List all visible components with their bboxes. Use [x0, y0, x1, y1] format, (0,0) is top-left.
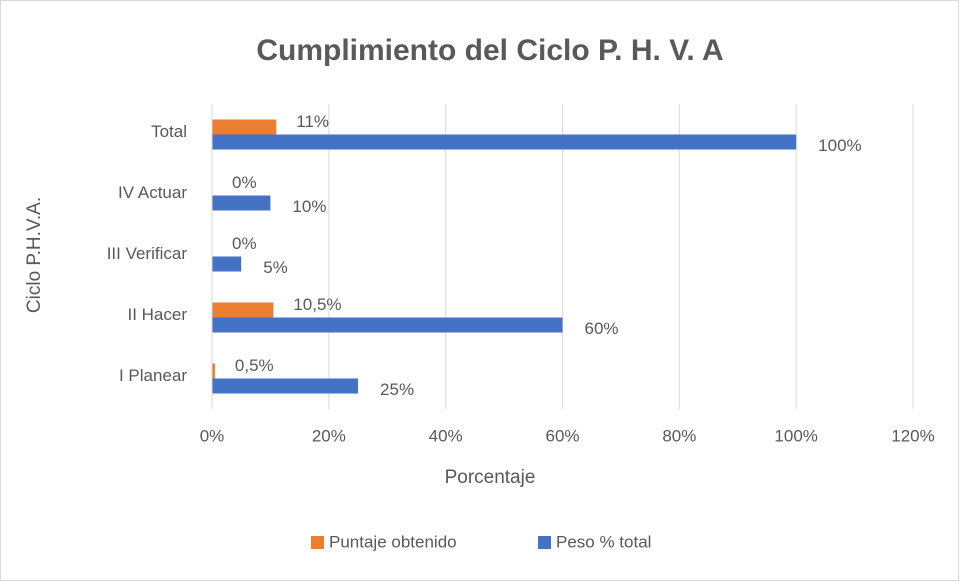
data-label: 25%: [380, 380, 414, 399]
bar: [212, 195, 271, 211]
y-tick-label: I Planear: [119, 366, 187, 385]
x-tick-label: 60%: [545, 426, 579, 445]
bar: [212, 134, 797, 150]
x-tick-label: 120%: [891, 426, 934, 445]
x-axis-title: Porcentaje: [445, 467, 536, 488]
data-label: 10,5%: [293, 295, 341, 314]
data-label: 10%: [292, 197, 326, 216]
y-tick-label: III Verificar: [107, 244, 188, 263]
legend-label: Peso % total: [556, 532, 651, 551]
bar: [212, 256, 242, 272]
data-label: 0%: [232, 173, 257, 192]
x-tick-label: 100%: [774, 426, 817, 445]
y-tick-label: Total: [151, 122, 187, 141]
bar: [212, 119, 277, 135]
x-tick-label: 40%: [429, 426, 463, 445]
data-label: 100%: [818, 136, 861, 155]
x-tick-label: 80%: [662, 426, 696, 445]
bar: [212, 302, 274, 318]
x-tick-label: 0%: [200, 426, 225, 445]
legend-swatch: [311, 536, 324, 549]
chart-title: Cumplimiento del Ciclo P. H. V. A: [256, 34, 723, 67]
bar: [212, 363, 215, 379]
y-tick-label: II Hacer: [127, 305, 187, 324]
legend-label: Puntaje obtenido: [329, 532, 457, 551]
data-label: 5%: [263, 258, 288, 277]
data-label: 0%: [232, 234, 257, 253]
legend-swatch: [538, 536, 551, 549]
bar: [212, 378, 359, 394]
y-axis-title: Ciclo P.H.V.A.: [24, 197, 45, 313]
data-label: 11%: [296, 112, 329, 131]
y-tick-label: IV Actuar: [118, 183, 187, 202]
x-tick-label: 20%: [312, 426, 346, 445]
data-label: 0,5%: [235, 356, 274, 375]
data-label: 60%: [585, 319, 619, 338]
bar: [212, 317, 563, 333]
